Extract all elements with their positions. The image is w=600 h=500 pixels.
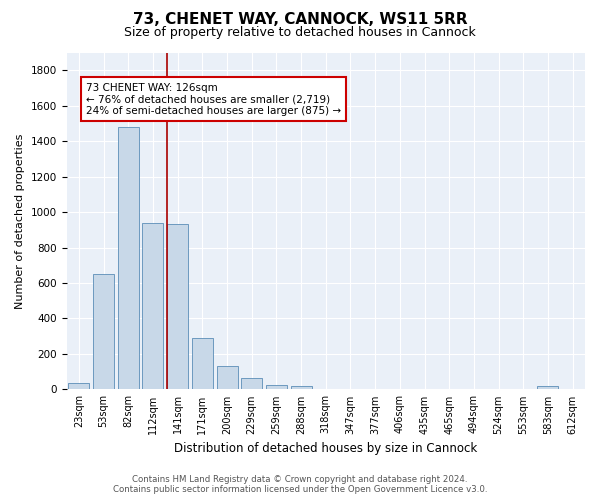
Bar — [389, 388, 410, 390]
Bar — [142, 222, 163, 390]
Bar — [93, 274, 114, 390]
Bar — [290, 386, 311, 390]
Text: Size of property relative to detached houses in Cannock: Size of property relative to detached ho… — [124, 26, 476, 39]
Y-axis label: Number of detached properties: Number of detached properties — [15, 134, 25, 308]
Bar — [538, 386, 559, 390]
Bar — [167, 224, 188, 390]
Bar — [562, 388, 583, 390]
Bar — [192, 338, 213, 390]
Bar — [365, 388, 386, 390]
Text: 73 CHENET WAY: 126sqm
← 76% of detached houses are smaller (2,719)
24% of semi-d: 73 CHENET WAY: 126sqm ← 76% of detached … — [86, 82, 341, 116]
Text: 73, CHENET WAY, CANNOCK, WS11 5RR: 73, CHENET WAY, CANNOCK, WS11 5RR — [133, 12, 467, 28]
Bar — [217, 366, 238, 390]
Bar — [266, 385, 287, 390]
Bar — [118, 127, 139, 390]
Bar — [315, 388, 336, 390]
Bar — [68, 383, 89, 390]
Bar — [439, 388, 460, 390]
Bar — [513, 388, 534, 390]
X-axis label: Distribution of detached houses by size in Cannock: Distribution of detached houses by size … — [174, 442, 478, 455]
Text: Contains HM Land Registry data © Crown copyright and database right 2024.
Contai: Contains HM Land Registry data © Crown c… — [113, 474, 487, 494]
Bar — [340, 388, 361, 390]
Bar — [488, 388, 509, 390]
Bar — [241, 378, 262, 390]
Bar — [463, 388, 484, 390]
Bar — [414, 388, 435, 390]
